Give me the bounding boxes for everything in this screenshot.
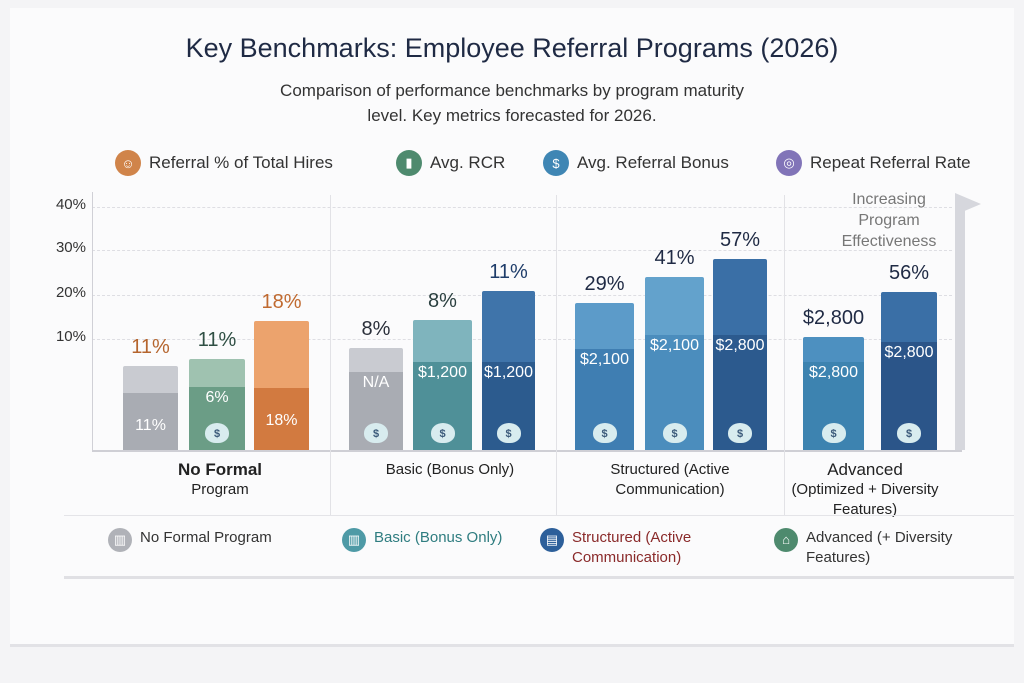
legend-text: Structured (Active Communication) [572,528,732,568]
bar-inner-label: $2,100 [650,337,699,354]
money-bag-icon: $ [728,423,752,443]
y-tick-label: 40% [55,196,86,213]
category-label-line: Advanced [827,460,903,479]
money-bag-icon: $ [592,423,617,443]
legend-sublabel: (Active Communication) [572,529,692,566]
bar-top-label: 11% [489,261,528,283]
money-bag-icon: $ [205,423,229,443]
legend-item: ▤ Structured (Active Communication) [540,528,732,568]
bar-inner-label: $2,800 [884,344,934,361]
money-bag-icon: $ [496,423,521,443]
gridline [92,250,952,251]
effectiveness-arrow-head [955,193,981,215]
bar-inner-label: $1,200 [484,364,533,381]
bar-lower-segment [254,388,309,450]
legend-text: Basic (Bonus Only) [374,528,502,548]
legend-label: Repeat Referral Rate [810,153,971,172]
bar-inner-label: $1,200 [418,364,467,381]
bar-inner-label: N/A [362,374,390,391]
bar-inner-label: 6% [205,389,229,406]
bar-top-label: 18% [261,291,302,313]
money-bag-icon: $ [430,423,455,443]
bar-top-label: 8% [361,318,391,340]
category-label: Structured (Active Communication) [565,460,775,500]
y-tick-label: 20% [55,284,86,301]
money-bag-icon: $ [662,423,687,443]
annotation: Increasing Program Effectiveness [841,191,937,250]
chart-title: Key Benchmarks: Employee Referral Progra… [185,33,839,63]
legend-text: Advanced (+ Diversity Features) [806,528,966,568]
bar-inner-label: $2,800 [809,364,858,381]
category-label: Advanced (Optimized + Diversity Features) [775,460,955,520]
bar-inner-label: 18% [265,412,298,429]
legend-item: ☺ Referral % of Total Hires [115,150,333,176]
money-bag-icon: $ [543,150,569,176]
group-divider [330,195,331,515]
legend-bottom-border [64,576,1014,579]
bar-top-label: $2,800 [802,307,865,329]
legend-label: Structured [572,529,642,546]
legend-text: No Formal Program [140,528,272,548]
category-label-line: Features) [832,501,898,518]
gridline [92,207,952,208]
legend-label: Referral % of Total Hires [149,153,333,172]
legend-item: ◎ Repeat Referral Rate [776,150,971,176]
bar-top-label: 11% [131,336,170,358]
legend-item: ▥ Basic (Bonus Only) [342,528,502,552]
legend-label: Avg. Referral Bonus [577,153,729,172]
group-divider [556,195,557,515]
x-axis [92,450,962,452]
y-axis [92,192,93,450]
legend-label: Avg. RCR [430,153,506,172]
legend-item: ▥ No Formal Program [108,528,272,552]
bar-chart-icon: ▮ [396,150,422,176]
money-bag-icon: $ [821,423,846,443]
category-label-line: Structured (Active [610,461,730,478]
chart-icon: ▥ [342,528,366,552]
bar-top-label: 56% [888,262,930,284]
bar-top-label: 8% [428,290,457,312]
group-divider [784,195,785,515]
legend-label: No Formal Program [140,529,272,546]
category-label-line: Communication) [615,481,725,498]
bar-inner-label: 11% [135,417,166,434]
money-bag-icon: $ [364,423,388,443]
legend-sublabel: (+ Diversity Features) [806,529,953,566]
people-icon: ☺ [115,150,141,176]
legend-sublabel: (Bonus Only) [414,529,503,546]
bar-top-label: 41% [654,247,695,269]
effectiveness-arrow-shaft [955,205,965,450]
category-label-line: No Formal [177,460,263,479]
bar-top-label: 11% [197,329,237,351]
bar-inner-label: $2,800 [715,337,765,354]
category-label-line: Program [191,481,249,498]
bar-top-label: 29% [584,273,625,295]
bar [123,366,178,450]
legend-item: ⌂ Advanced (+ Diversity Features) [774,528,966,568]
category-label: No Formal Program [140,460,300,500]
category-label: Basic (Bonus Only) [345,460,555,480]
graduation-icon: ⌂ [774,528,798,552]
bar [482,291,535,450]
money-bag-icon: $ [897,423,921,443]
legend-label: Advanced [806,529,873,546]
bar [645,277,704,450]
legend-divider [64,515,1014,516]
y-tick-label: 10% [55,328,86,345]
bar-lower-segment [123,393,178,450]
bar [254,321,309,450]
legend-label: Basic [374,529,411,546]
bar-inner-label: $2,100 [580,351,629,368]
chart-subtitle: Comparison of performance benchmarks by … [280,81,744,125]
bar [575,303,634,450]
legend-item: ▮ Avg. RCR [396,150,505,176]
globe-icon: ◎ [776,150,802,176]
chart-icon: ▥ [108,528,132,552]
legend-item: $ Avg. Referral Bonus [543,150,729,176]
clipboard-icon: ▤ [540,528,564,552]
bar-top-label: 57% [719,229,761,251]
category-label-line: (Optimized + Diversity [791,481,939,498]
y-tick-label: 30% [55,239,86,256]
category-label-line: Basic (Bonus Only) [385,461,515,478]
